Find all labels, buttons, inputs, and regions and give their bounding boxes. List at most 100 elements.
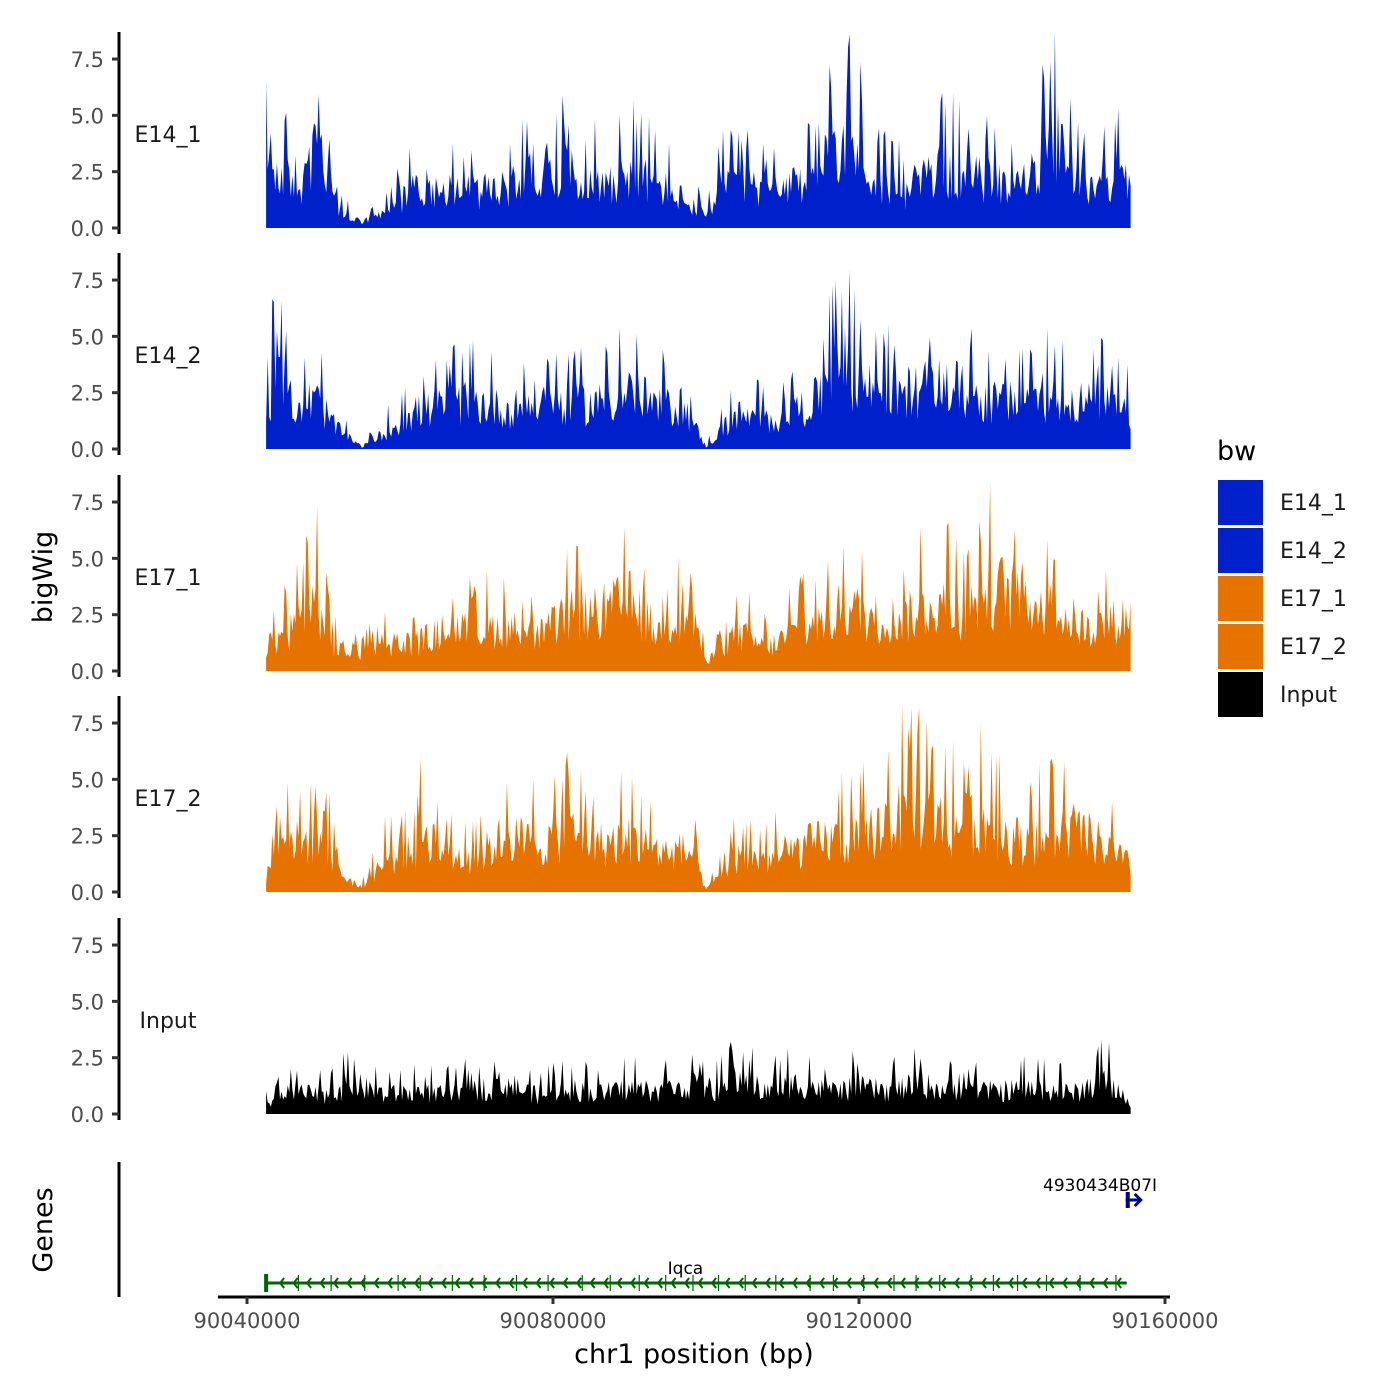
x-tick-label: 90120000 [806, 1309, 913, 1333]
y-tick-label: 0.0 [71, 660, 104, 684]
strand-arrow [602, 1277, 609, 1289]
signal-area-e14-2 [266, 269, 1131, 449]
legend-item-e17-2: E17_2 [1218, 624, 1347, 669]
strand-arrow [1133, 1192, 1143, 1208]
gene-4930434b07rik: 4930434B07I [1043, 1176, 1157, 1208]
strand-arrow [521, 1277, 528, 1289]
strand-arrow [346, 1277, 353, 1289]
strand-arrow [859, 1277, 866, 1289]
signal-area-input [266, 1039, 1131, 1114]
y-tick-label: 5.0 [71, 104, 104, 128]
genes-axis-title: Genes [28, 1187, 59, 1272]
strand-arrow [980, 1277, 987, 1289]
legend-swatch [1218, 672, 1263, 717]
strand-arrow [1021, 1277, 1028, 1289]
legend-label: E14_1 [1280, 491, 1347, 516]
y-tick-label: 7.5 [71, 934, 104, 958]
track-e17-2: 0.0 2.5 5.0 7.5 E17_2 [71, 696, 1131, 905]
strand-arrow [845, 1277, 852, 1289]
strand-arrow [1115, 1277, 1122, 1289]
genes-panel: Iqca 4930434B07I [117, 1162, 1157, 1297]
strand-arrow [967, 1277, 974, 1289]
y-axis-title: bigWig [28, 531, 59, 624]
strand-arrow [535, 1277, 542, 1289]
strand-arrow [724, 1277, 731, 1289]
track-label: E14_1 [135, 123, 202, 148]
strand-arrow [575, 1277, 582, 1289]
legend-item-input: Input [1218, 672, 1337, 717]
strand-arrow [278, 1277, 285, 1289]
legend: bw E14_1 E14_2 E17_1 E17_2 Input [1217, 436, 1347, 717]
gene-start-mark [264, 1274, 269, 1292]
strand-arrow [440, 1277, 447, 1289]
strand-arrow [359, 1277, 366, 1289]
legend-item-e14-1: E14_1 [1218, 480, 1347, 525]
strand-arrow [751, 1277, 758, 1289]
strand-arrow [1048, 1277, 1055, 1289]
y-tick-label: 0.0 [71, 217, 104, 241]
strand-arrow [1075, 1277, 1082, 1289]
strand-arrow [616, 1277, 623, 1289]
legend-item-e14-2: E14_2 [1218, 528, 1347, 573]
strand-arrow [764, 1277, 771, 1289]
y-tick-label: 2.5 [71, 825, 104, 849]
strand-arrow [805, 1277, 812, 1289]
strand-arrow [886, 1277, 893, 1289]
strand-arrow [1088, 1277, 1095, 1289]
strand-arrow [494, 1277, 501, 1289]
y-tick-label: 0.0 [71, 438, 104, 462]
y-tick-label: 2.5 [71, 382, 104, 406]
strand-arrow [548, 1277, 555, 1289]
strand-arrow [872, 1277, 879, 1289]
strand-arrow [683, 1277, 690, 1289]
signal-area-e14-1 [266, 32, 1131, 228]
strand-arrow [292, 1277, 299, 1289]
strand-arrow [386, 1277, 393, 1289]
y-tick-label: 0.0 [71, 1103, 104, 1127]
strand-arrow [926, 1277, 933, 1289]
y-tick-label: 2.5 [71, 1047, 104, 1071]
x-tick-label: 90080000 [500, 1309, 607, 1333]
strand-arrow [656, 1277, 663, 1289]
signal-area-e17-1 [266, 482, 1131, 671]
strand-arrow [832, 1277, 839, 1289]
y-tick-label: 2.5 [71, 161, 104, 185]
gene-label: 4930434B07I [1043, 1176, 1157, 1196]
x-tick-label: 90040000 [194, 1309, 301, 1333]
strand-arrow [629, 1277, 636, 1289]
strand-arrow [589, 1277, 596, 1289]
track-label: E17_2 [135, 787, 202, 812]
strand-arrow [332, 1277, 339, 1289]
y-tick-label: 7.5 [71, 712, 104, 736]
legend-label: Input [1280, 683, 1337, 708]
track-label: E17_1 [135, 566, 202, 591]
legend-swatch [1218, 576, 1263, 621]
strand-arrow [913, 1277, 920, 1289]
coverage-tracks: 0.0 2.5 5.0 7.5 E14_1 0.0 2.5 5.0 7.5 E14_2 0.0 2.5… [71, 32, 1131, 1127]
strand-arrow [1061, 1277, 1068, 1289]
strand-arrow [305, 1277, 312, 1289]
track-input: 0.0 2.5 5.0 7.5 Input [71, 918, 1131, 1127]
strand-arrow [697, 1277, 704, 1289]
legend-item-e17-1: E17_1 [1218, 576, 1347, 621]
strand-arrow [1102, 1277, 1109, 1289]
strand-arrow [454, 1277, 461, 1289]
legend-label: E17_1 [1280, 587, 1347, 612]
strand-arrow [1007, 1277, 1014, 1289]
y-tick-label: 2.5 [71, 604, 104, 628]
strand-arrow [373, 1277, 380, 1289]
strand-arrow [953, 1277, 960, 1289]
strand-arrow [818, 1277, 825, 1289]
strand-arrow [467, 1277, 474, 1289]
gene-iqca: Iqca [264, 1259, 1127, 1292]
legend-swatch [1218, 480, 1263, 525]
strand-arrow [791, 1277, 798, 1289]
y-tick-label: 0.0 [71, 881, 104, 905]
gene-label: Iqca [668, 1259, 704, 1279]
track-label: E14_2 [135, 344, 202, 369]
y-tick-label: 7.5 [71, 491, 104, 515]
legend-swatch [1218, 624, 1263, 669]
track-label: Input [140, 1009, 197, 1034]
y-tick-label: 7.5 [71, 269, 104, 293]
